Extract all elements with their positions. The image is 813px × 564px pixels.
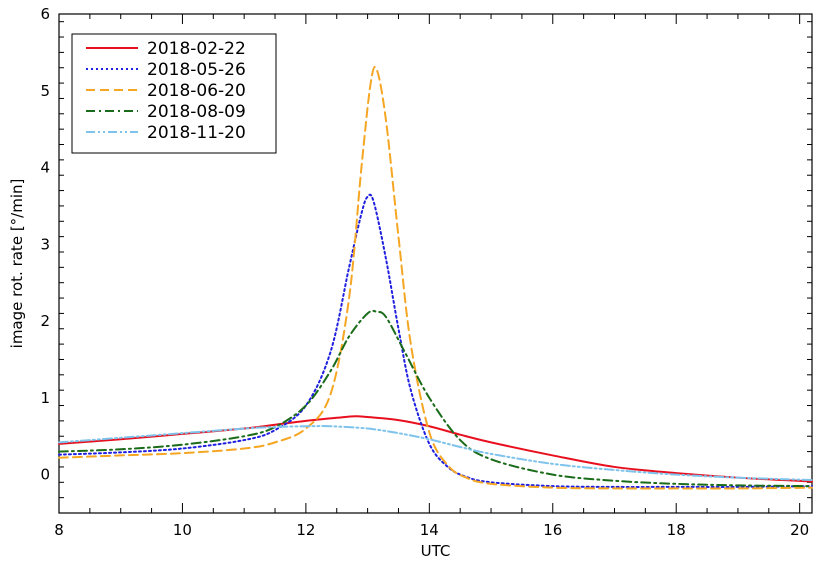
series-line-4: [58, 309, 813, 488]
x-tick-label: 18: [667, 521, 686, 539]
plot-frame: [58, 13, 813, 514]
legend-label-1: 2018-02-22: [147, 39, 246, 59]
legend-label-4: 2018-08-09: [147, 102, 246, 122]
x-tick-label: 8: [54, 521, 64, 539]
y-tick-label: 6: [40, 5, 50, 23]
x-tick-label: 16: [543, 521, 562, 539]
y-axis-title: image rot. rate [°/min]: [8, 179, 26, 349]
y-tick-label: 1: [40, 389, 50, 407]
x-tick-label: 20: [790, 521, 809, 539]
y-tick-label: 2: [40, 312, 50, 330]
y-tick-label: 3: [40, 235, 50, 253]
series-line-3: [58, 66, 813, 490]
x-tick-label: 14: [420, 521, 439, 539]
legend-label-3: 2018-06-20: [147, 81, 246, 101]
y-tick-label: 5: [40, 82, 50, 100]
legend-label-5: 2018-11-20: [147, 123, 246, 143]
y-tick-label: 4: [40, 159, 50, 177]
x-tick-label: 10: [173, 521, 192, 539]
legend-box: [71, 33, 277, 154]
y-tick-label: 0: [40, 466, 50, 484]
series-line-5: [58, 425, 813, 481]
legend-label-2: 2018-05-26: [147, 60, 246, 80]
x-axis-title: UTC: [421, 542, 451, 560]
series-lines: [58, 66, 813, 490]
series-line-2: [58, 193, 813, 488]
x-tick-label: 12: [296, 521, 315, 539]
legend: 2018-02-222018-05-262018-06-202018-08-09…: [71, 33, 277, 154]
